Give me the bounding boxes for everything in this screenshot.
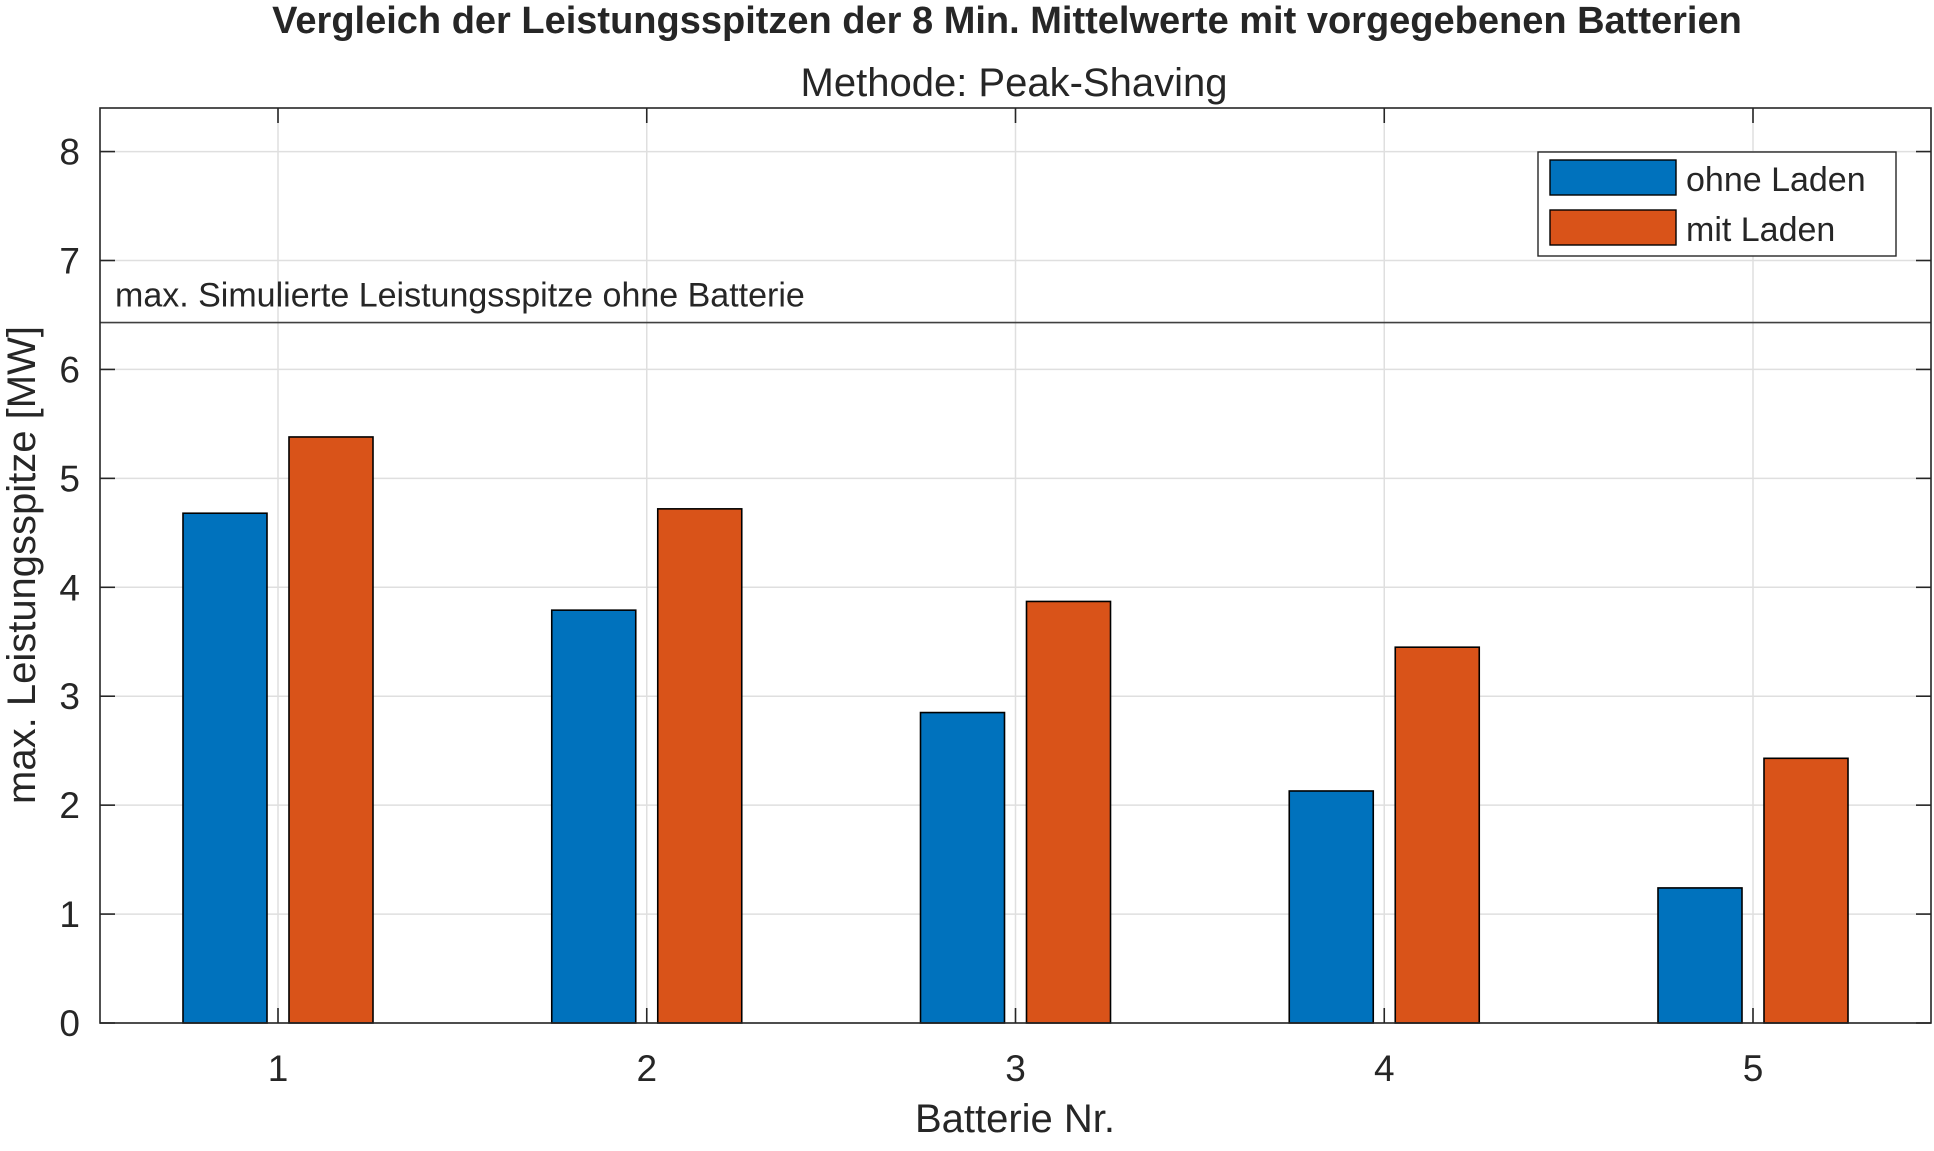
bars [182, 436, 1849, 1024]
bar-mit-laden-5 [1763, 757, 1849, 1024]
y-tick-label: 7 [59, 241, 80, 282]
x-axis-label: Batterie Nr. [915, 1097, 1115, 1141]
legend-swatch-mit-laden [1549, 209, 1677, 246]
bar-mit-laden-4 [1394, 646, 1481, 1024]
x-tick-label: 3 [1005, 1048, 1026, 1089]
grid [100, 108, 1931, 1024]
legend-label-ohne-laden: ohne Laden [1686, 161, 1866, 199]
y-tick-label: 8 [59, 132, 80, 173]
bar-mit-laden-1 [288, 436, 374, 1024]
y-tick-label: 4 [59, 567, 80, 608]
y-tick-label: 0 [59, 1003, 80, 1044]
bar-ohne-laden-3 [919, 711, 1006, 1024]
reference-line-group: max. Simulierte Leistungsspitze ohne Bat… [100, 277, 1931, 324]
bar-ohne-laden-1 [182, 512, 268, 1024]
x-tick-label: 4 [1374, 1048, 1395, 1089]
legend: ohne Laden mit Laden [1537, 151, 1897, 257]
chart-subtitle: Methode: Peak-Shaving [801, 61, 1228, 105]
bar-ohne-laden-2 [550, 609, 637, 1024]
x-tick-label: 1 [268, 1048, 289, 1089]
reference-line-label: max. Simulierte Leistungsspitze ohne Bat… [115, 277, 805, 315]
legend-swatch-ohne-laden [1549, 159, 1677, 196]
bar-mit-laden-3 [1025, 600, 1112, 1024]
y-tick-label: 2 [59, 785, 80, 826]
chart-title: Vergleich der Leistungsspitzen der 8 Min… [272, 0, 1742, 42]
bar-ohne-laden-4 [1288, 790, 1375, 1024]
ticks: 0 1 2 3 4 5 6 7 8 1 2 3 4 5 [59, 108, 1931, 1089]
legend-label-mit-laden: mit Laden [1686, 211, 1835, 249]
y-tick-label: 3 [59, 676, 80, 717]
bar-mit-laden-2 [656, 508, 743, 1024]
bar-ohne-laden-5 [1657, 887, 1743, 1024]
y-tick-label: 6 [59, 349, 80, 390]
y-axis-label: max. Leistungsspitze [MW] [0, 326, 44, 804]
x-tick-label: 5 [1743, 1048, 1764, 1089]
y-tick-label: 1 [59, 894, 80, 935]
y-tick-label: 5 [59, 458, 80, 499]
x-tick-label: 2 [636, 1048, 657, 1089]
